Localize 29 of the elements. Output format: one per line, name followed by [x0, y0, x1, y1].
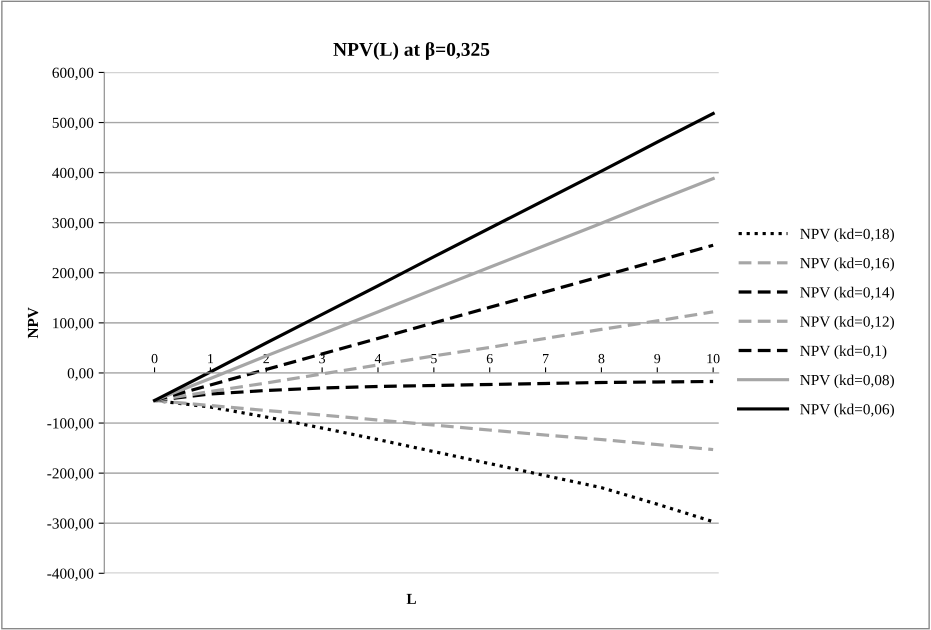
x-tick-label: 7 — [543, 354, 549, 364]
y-tick-label: 0,00 — [68, 368, 94, 381]
legend-label: NPV (kd=0,14) — [800, 286, 894, 301]
y-tick-label: 100,00 — [53, 318, 94, 331]
x-axis-title: L — [406, 594, 416, 604]
y-tick-label: 400,00 — [52, 168, 94, 180]
x-tick-label: 4 — [374, 354, 382, 364]
legend-label: NPV (kd=0,12) — [800, 316, 894, 330]
legend-label: NPV (kd=0,06) — [800, 404, 894, 418]
x-tick-label: 8 — [598, 354, 604, 364]
chart-title: NPV(L) at β=0,325 — [333, 42, 490, 60]
legend-label: NPV (kd=0,16) — [800, 258, 894, 272]
x-tick-label: 1 — [208, 354, 214, 364]
x-tick-label: 9 — [654, 354, 660, 364]
y-tick-label: -200,00 — [47, 468, 94, 481]
legend-label: NPV (kd=0,18) — [800, 228, 894, 242]
y-tick-label: 300,00 — [52, 218, 94, 230]
y-tick-label: -400,00 — [47, 568, 94, 581]
y-axis-title: NPV — [28, 307, 38, 338]
legend-label: NPV (kd=0,1) — [800, 345, 886, 360]
y-tick-label: -100,00 — [47, 418, 94, 431]
y-tick-label: 600,00 — [52, 68, 94, 80]
x-tick-label: 6 — [486, 354, 493, 364]
y-tick-label: 500,00 — [52, 118, 94, 130]
x-tick-label: 10 — [707, 354, 720, 364]
y-tick-label: -300,00 — [47, 518, 94, 531]
y-tick-label: 200,00 — [52, 268, 94, 280]
x-tick-label: 0 — [152, 354, 158, 364]
legend-label: NPV (kd=0,08) — [800, 374, 894, 388]
